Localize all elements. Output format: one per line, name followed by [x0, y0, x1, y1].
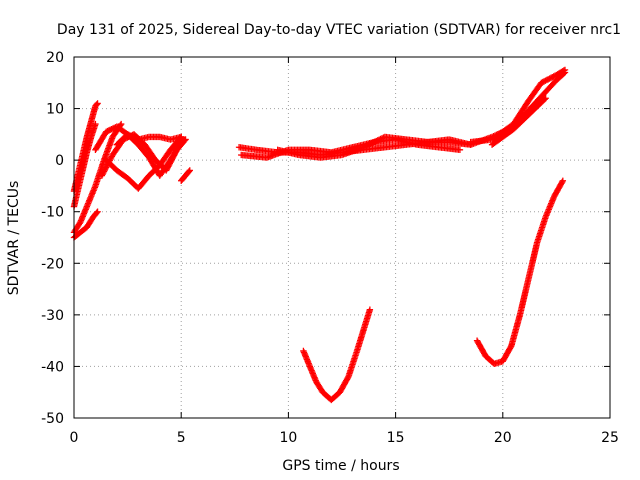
y-tick-label: -30 [41, 308, 64, 324]
x-tick-label: 10 [279, 430, 297, 446]
data-point [377, 135, 384, 143]
data-point [558, 178, 566, 186]
y-axis-label: SDTVAR / TECUs [6, 181, 22, 296]
data-point [363, 142, 370, 150]
x-axis-label: GPS time / hours [282, 458, 399, 474]
data-point [378, 135, 386, 142]
data-point [117, 120, 125, 128]
data-point [375, 136, 383, 143]
data-point [560, 67, 567, 74]
data-point [374, 137, 381, 144]
x-tick-label: 15 [387, 430, 405, 446]
data-point [367, 140, 374, 148]
y-tick-label: -10 [41, 205, 64, 221]
data-point [361, 143, 369, 150]
x-tick-label: 5 [177, 430, 186, 446]
data-point [368, 139, 376, 147]
series-arc11 [473, 177, 567, 368]
data-point [542, 95, 549, 102]
data-point [373, 137, 380, 145]
y-tick-label: 10 [46, 102, 64, 118]
data-point [456, 146, 464, 154]
x-tick-label: 0 [70, 430, 79, 446]
data-point [93, 101, 101, 108]
data-point [186, 167, 193, 174]
plot-frame [73, 56, 611, 419]
data-point [360, 144, 367, 151]
data-point [94, 208, 101, 215]
y-tick-label: -50 [41, 411, 64, 427]
data-point [559, 177, 567, 184]
series-arc4 [70, 208, 101, 241]
y-tick-label: -20 [41, 256, 64, 272]
data-point [344, 374, 351, 382]
series-arc1 [70, 100, 101, 195]
data-point [94, 100, 101, 107]
data-point [92, 120, 99, 128]
data-point [364, 141, 371, 149]
series-arc10 [300, 306, 374, 404]
series-band5 [488, 95, 549, 148]
data-point [182, 136, 189, 143]
series-arc9 [178, 167, 193, 184]
data-point [366, 306, 374, 313]
series-band4 [467, 66, 569, 146]
grid-lines [74, 57, 610, 418]
data-point [561, 66, 569, 74]
y-tick-label: -40 [41, 359, 64, 375]
data-point [541, 96, 548, 103]
series-arc3 [70, 120, 125, 236]
data-marks [70, 66, 569, 404]
y-tick-label: 20 [46, 50, 64, 66]
x-tick-label: 25 [601, 430, 619, 446]
x-tick-label: 20 [494, 430, 512, 446]
data-point [365, 141, 373, 148]
data-point [185, 168, 193, 175]
data-point [93, 209, 100, 216]
series-arc8 [113, 131, 189, 179]
y-tick-label: 0 [55, 153, 64, 169]
data-point [370, 139, 377, 146]
chart-title: Day 131 of 2025, Sidereal Day-to-day VTE… [57, 22, 621, 38]
data-point [371, 138, 379, 145]
